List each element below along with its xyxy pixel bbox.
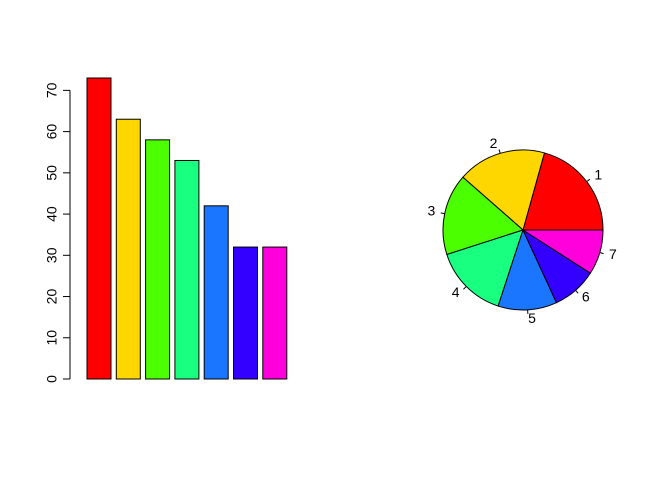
pie-slices <box>442 149 604 311</box>
pie-labels: 1 2 3 4 5 6 7 <box>427 135 617 326</box>
y-tick-label: 0 <box>44 375 60 383</box>
bar <box>203 205 229 380</box>
bar <box>262 246 288 380</box>
y-tick-label: 20 <box>44 289 60 305</box>
pie-label: 3 <box>427 202 435 218</box>
y-tick-label: 70 <box>44 82 60 98</box>
pie-label: 6 <box>582 288 590 304</box>
pie-slice <box>521 229 604 274</box>
pie-label: 2 <box>490 135 498 151</box>
pie-slice <box>442 176 524 256</box>
pie-label-leader <box>463 286 467 290</box>
bar-y-axis: 0 10 20 30 40 50 60 70 <box>44 82 71 383</box>
bar-chart: 0 10 20 30 40 50 60 70 <box>44 77 288 383</box>
y-tick-label: 60 <box>44 124 60 140</box>
pie-slice <box>462 149 546 231</box>
y-tick-label: 40 <box>44 206 60 222</box>
pie-chart: 1 2 3 4 5 6 7 <box>427 135 617 326</box>
pie-label-leader <box>575 290 579 294</box>
pie-label: 5 <box>528 310 536 326</box>
bar <box>115 118 141 380</box>
pie-label: 7 <box>609 246 617 262</box>
pie-label-leader <box>440 212 445 215</box>
pie-label: 1 <box>594 167 602 183</box>
pie-label-leader <box>586 178 591 183</box>
y-tick-label: 30 <box>44 247 60 263</box>
pie-label-leader <box>498 149 501 154</box>
y-tick-label: 50 <box>44 165 60 181</box>
pie-label: 4 <box>452 284 460 300</box>
pie-slice <box>497 228 558 311</box>
bar <box>233 246 258 380</box>
bar <box>174 159 200 380</box>
y-tick-label: 10 <box>44 330 60 346</box>
pie-label-leader <box>599 251 604 255</box>
bar <box>145 139 171 380</box>
bar <box>86 77 112 380</box>
bar-marks <box>86 77 288 380</box>
